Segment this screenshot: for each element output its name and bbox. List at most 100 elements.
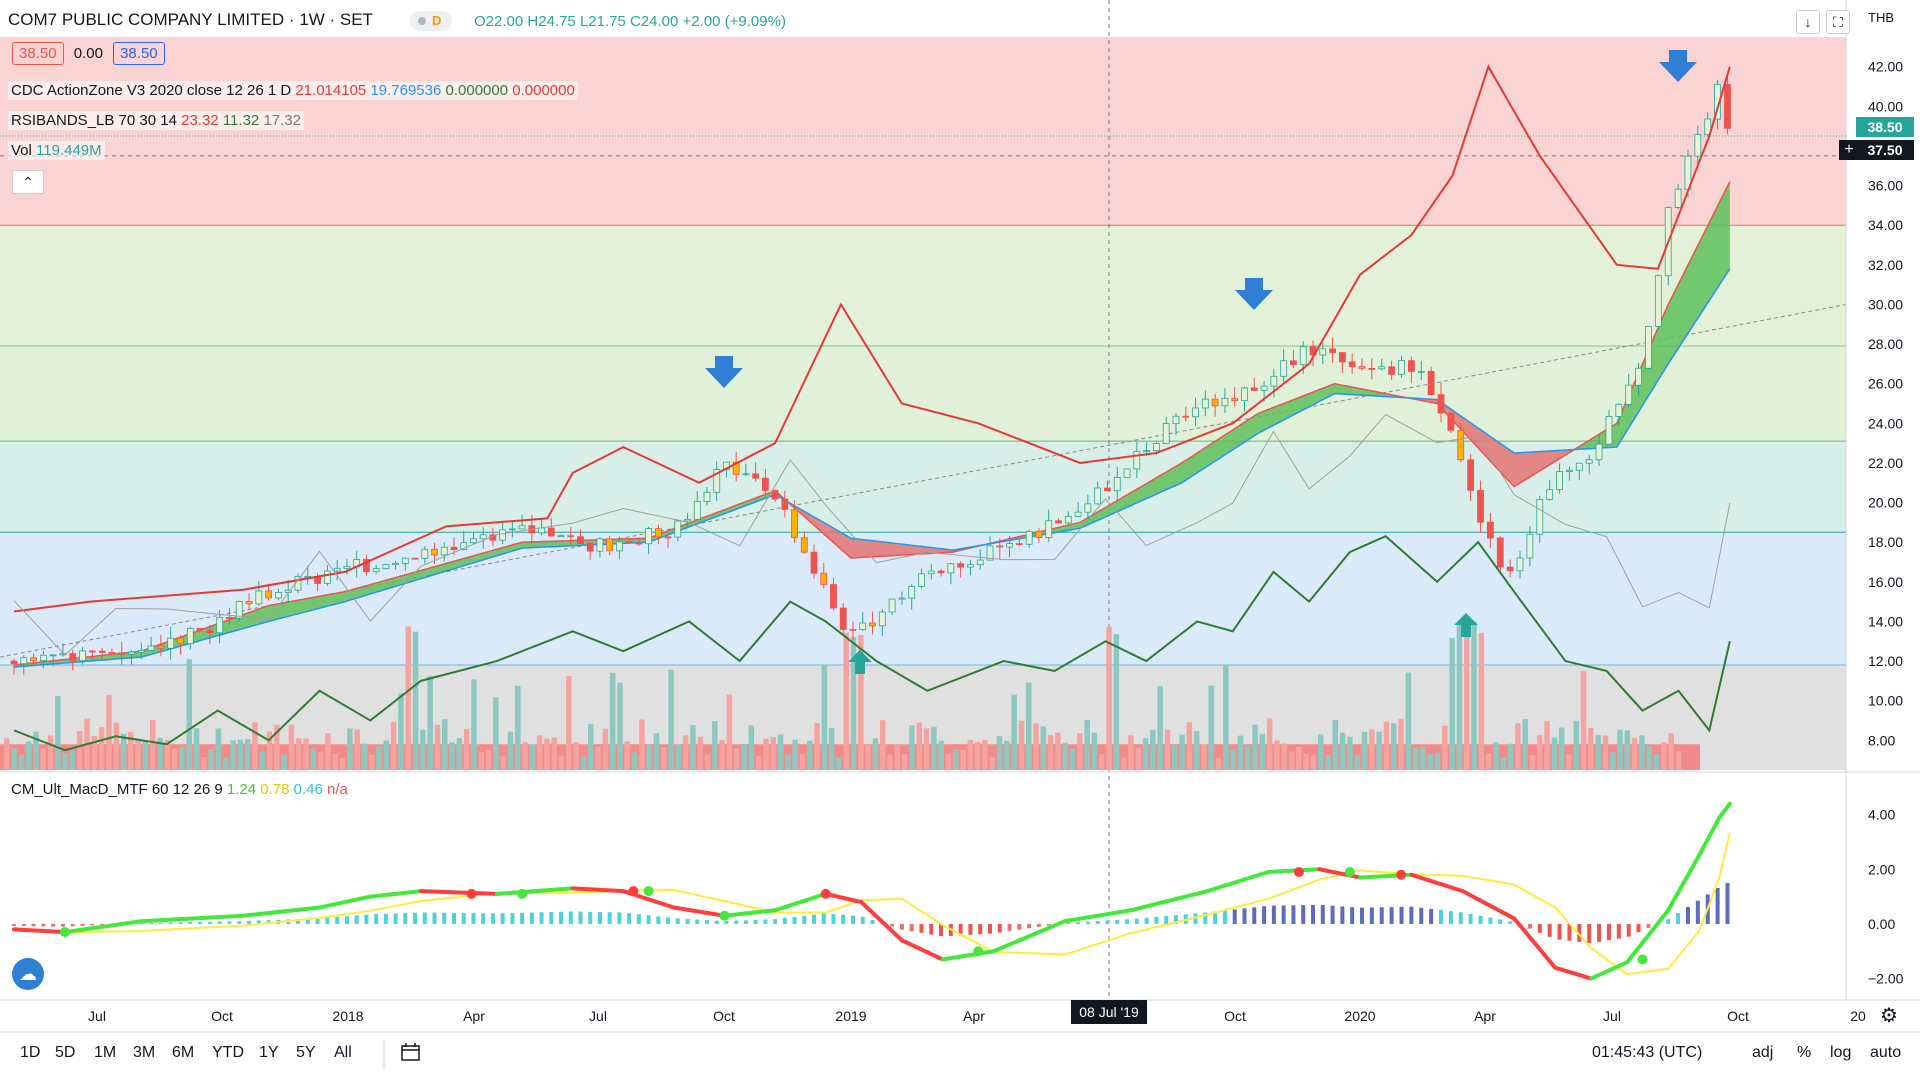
timeframe-button-8[interactable]: All — [334, 1044, 352, 1061]
volume-bar — [1434, 752, 1441, 770]
auto-toggle[interactable]: auto — [1870, 1044, 1902, 1061]
adj-toggle[interactable]: adj — [1752, 1044, 1774, 1061]
volume-bar — [1332, 719, 1339, 770]
timeframe-button-5[interactable]: YTD — [212, 1044, 244, 1061]
macd-histogram-bar — [1105, 920, 1110, 924]
volume-bar — [1201, 744, 1207, 770]
volume-bar — [1237, 735, 1244, 770]
timeframe-button-3[interactable]: 3M — [133, 1044, 156, 1061]
data-status-pill[interactable]: D — [410, 11, 452, 31]
macd-histogram-bar — [1134, 918, 1139, 924]
price-tick-label: 42.00 — [1868, 59, 1903, 75]
volume-bar — [412, 631, 419, 770]
candle-body — [1104, 487, 1111, 492]
volume-bar — [858, 635, 864, 770]
candle-body — [1241, 387, 1248, 402]
macd-name: CM_Ult_MacD_MTF 60 12 26 9 — [11, 781, 223, 798]
ohlc-change: +2.00 (+9.09%) — [682, 13, 786, 30]
macd-histogram-bar — [1666, 919, 1671, 924]
calendar-icon[interactable] — [400, 1042, 422, 1062]
macd-histogram-bar — [763, 919, 768, 924]
candle-body — [69, 653, 77, 662]
volume-bar — [310, 748, 317, 770]
symbol-title[interactable]: COM7 PUBLIC COMPANY LIMITED · 1W · SET — [8, 10, 373, 30]
volume-bar — [1091, 732, 1098, 770]
volume-bar — [500, 756, 506, 770]
macd-histogram-bar — [1262, 906, 1267, 924]
candle-body — [927, 570, 935, 575]
timeframe-button-1[interactable]: 5D — [55, 1044, 76, 1061]
volume-bar — [1164, 729, 1171, 770]
macd-legend[interactable]: CM_Ult_MacD_MTF 60 12 26 9 1.24 0.78 0.4… — [8, 780, 351, 799]
volume-bar — [814, 723, 820, 770]
timeframe-button-6[interactable]: 1Y — [259, 1044, 279, 1061]
candle-body — [1231, 397, 1239, 402]
volume-bar — [996, 736, 1003, 770]
candle-body — [635, 542, 643, 545]
macd-histogram-bar — [656, 916, 661, 924]
volume-bar — [1128, 735, 1134, 770]
plus-icon[interactable]: + — [1839, 140, 1859, 160]
macd-histogram-bar — [354, 915, 359, 924]
timeframe-button-0[interactable]: 1D — [20, 1044, 41, 1061]
volume-bar — [11, 748, 17, 770]
candle-body — [742, 473, 750, 476]
volume-bar — [872, 738, 879, 770]
candle-body — [1094, 487, 1102, 505]
volume-bar — [741, 743, 747, 770]
candle-body — [1575, 462, 1583, 471]
candle-body — [859, 622, 867, 631]
volume-bar — [909, 725, 915, 770]
volume-bar — [91, 736, 98, 770]
candle-body — [401, 557, 409, 564]
log-toggle[interactable]: log — [1830, 1044, 1852, 1061]
volume-bar — [1062, 742, 1068, 770]
volume-bar — [945, 753, 952, 770]
tradingview-logo-icon[interactable]: ☁ — [12, 958, 44, 990]
candle-body — [1319, 348, 1327, 356]
price-tick-label: 30.00 — [1868, 296, 1903, 312]
macd-histogram-bar — [1281, 905, 1286, 924]
fullscreen-icon[interactable]: ⛶ — [1826, 10, 1850, 34]
time-tick-label: Oct — [713, 1008, 735, 1024]
collapse-legend-icon[interactable]: ⌃ — [12, 170, 44, 194]
macd-line-segment — [1128, 889, 1210, 913]
volume-bar — [880, 720, 886, 770]
arrow-down-icon[interactable]: ↓ — [1796, 10, 1820, 34]
rsi-legend[interactable]: RSIBANDS_LB 70 30 14 23.32 11.32 17.32 — [8, 111, 304, 130]
timeframe-button-4[interactable]: 6M — [172, 1044, 195, 1061]
timeframe-button-7[interactable]: 5Y — [296, 1044, 316, 1061]
macd-histogram-bar — [1439, 910, 1444, 924]
macd-histogram-bar — [1340, 906, 1345, 924]
timeframe-button-2[interactable]: 1M — [94, 1044, 117, 1061]
macd-histogram-bar — [256, 920, 261, 924]
symbol-title-text: COM7 PUBLIC COMPANY LIMITED · 1W · SET — [8, 10, 373, 29]
price-tick-label: 40.00 — [1868, 98, 1903, 114]
macd-histogram-bar — [860, 916, 865, 924]
ask-box[interactable]: 38.50 — [113, 42, 165, 65]
percent-toggle[interactable]: % — [1797, 1044, 1812, 1061]
macd-cross-dot — [466, 888, 477, 899]
rsi-mid-line — [13, 413, 1731, 656]
candle-body — [1486, 521, 1494, 539]
gear-icon[interactable]: ⚙ — [1880, 1005, 1898, 1027]
volume-bar — [230, 740, 236, 770]
macd-histogram-bar — [919, 923, 924, 933]
candle-body — [1211, 398, 1219, 407]
clock: 01:45:43 (UTC) — [1592, 1044, 1703, 1061]
volume-bar — [931, 726, 937, 770]
candle-body — [470, 538, 477, 544]
macd-histogram-bar — [451, 912, 456, 924]
macd-value-3: 0.46 — [293, 781, 323, 798]
vol-legend[interactable]: Vol 119.449M — [8, 141, 105, 160]
volume-bar — [923, 728, 930, 770]
price-tick-label: 16.00 — [1868, 574, 1903, 590]
macd-histogram-bar — [617, 912, 622, 924]
cdc-legend[interactable]: CDC ActionZone V3 2020 close 12 26 1 D 2… — [8, 81, 578, 100]
macd-line-segment — [773, 891, 828, 913]
volume-bar — [98, 727, 105, 770]
macd-tick-label: 0.00 — [1868, 916, 1895, 932]
bid-box[interactable]: 38.50 — [12, 42, 64, 65]
candle-body — [1635, 367, 1642, 386]
